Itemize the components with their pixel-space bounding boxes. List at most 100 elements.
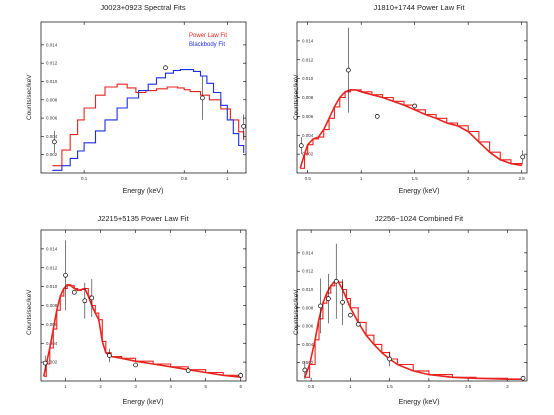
x-tick-label: 0.1 [81, 176, 88, 181]
series-line-1 [300, 89, 523, 169]
x-axis-label: Energy (keV) [122, 399, 164, 406]
data-point [374, 114, 380, 119]
y-tick-label: 0.002 [302, 360, 314, 365]
data-point [302, 367, 308, 373]
y-tick-label: 0.008 [46, 303, 58, 308]
series-line-1 [52, 69, 245, 171]
y-tick-label: 0.004 [46, 134, 58, 139]
data-point [133, 362, 138, 368]
x-tick-label: 0.5 [181, 176, 188, 181]
plot-frame [40, 21, 247, 174]
legend-power-law: Power Law Fit [189, 33, 228, 39]
legend-blackbody: Blackbody Fit [189, 42, 226, 48]
series-line-0 [299, 89, 522, 169]
data-point [42, 360, 48, 366]
data-point [326, 296, 331, 301]
y-tick-label: 0.012 [46, 265, 58, 270]
series-line-0 [43, 283, 241, 378]
data-point [412, 103, 418, 109]
data-point [163, 65, 168, 71]
data-point [333, 278, 339, 284]
data-point [520, 154, 526, 160]
y-tick-label: 0.008 [302, 305, 314, 310]
y-tick-label: 0.014 [302, 38, 314, 43]
chart-title: J2256−1024 Combined Fit [374, 214, 464, 223]
x-tick-label: 2 [99, 384, 102, 389]
y-tick-label: 0.012 [302, 57, 314, 62]
x-tick-label: 3 [506, 384, 509, 389]
y-tick-label: 0.010 [302, 287, 314, 292]
y-tick-label: 0.006 [46, 116, 58, 121]
data-point [387, 356, 392, 362]
data-point [355, 321, 361, 327]
data-point [52, 139, 57, 145]
y-tick-label: 0.004 [302, 133, 314, 138]
data-point [200, 95, 205, 101]
chart-title: J1810+1744 Power Law Fit [373, 3, 465, 12]
series-line-0 [52, 83, 245, 167]
x-tick-label: 1.5 [412, 176, 419, 181]
x-tick-label: 2 [428, 384, 431, 389]
x-tick-label: 6 [239, 384, 242, 389]
plot-frame [296, 21, 528, 174]
x-tick-label: 5 [204, 384, 207, 389]
chart-panel-j2256: J2256−1024 Combined Fit Counts/sec/keV 0… [277, 207, 554, 415]
plot-frame [40, 229, 247, 382]
y-tick-label: 0.004 [46, 341, 58, 346]
x-tick-label: 1.5 [386, 384, 393, 389]
data-point [89, 295, 95, 301]
y-tick-label: 0.012 [302, 269, 314, 274]
data-point [298, 143, 304, 148]
x-tick-label: 2 [467, 176, 470, 181]
y-tick-label: 0.010 [46, 79, 58, 84]
data-point [185, 368, 191, 373]
chart-svg: 0.1 0.5 1 0.002 0.004 0.006 0.008 0.010 0.012 0.0… [40, 21, 247, 181]
y-tick-label: 0.014 [46, 42, 58, 47]
x-tick-label: 1 [64, 384, 67, 389]
chart-panel-j0023: J0023+0923 Spectral Fits Counts/sec/keV … [0, 0, 277, 207]
data-point [520, 375, 526, 381]
data-point [340, 299, 345, 305]
x-tick-label: 0.5 [305, 176, 312, 181]
chart-svg: 0.5 1 1.5 2 2.50.0020.0040.0060.0080.0100.01… [296, 21, 528, 181]
x-axis-label: Energy (keV) [398, 188, 440, 195]
data-point [348, 312, 353, 318]
chart-svg: 0.5 1 1.5 2 2.5 3 0.002 0.004 0.006 0.008 0.010 0.0… [296, 229, 528, 389]
y-tick-label: 0.012 [46, 61, 58, 66]
chart-panel-j1810: J1810+1744 Power Law Fit Counts/sec/keV … [277, 0, 554, 207]
y-tick-label: 0.004 [302, 342, 314, 347]
y-tick-label: 0.014 [302, 250, 314, 255]
data-point [106, 353, 112, 358]
x-tick-label: 4 [169, 384, 172, 389]
series-line-1 [304, 280, 524, 380]
data-point [241, 123, 247, 129]
data-point [63, 272, 68, 278]
chart-svg: 1 2 3 4 5 6 0.002 0.004 0.006 0.008 0.010 0.012 0.01… [40, 229, 247, 389]
y-tick-label: 0.014 [46, 246, 58, 251]
series-line-0 [304, 280, 524, 380]
x-tick-label: 2.5 [519, 176, 526, 181]
y-tick-label: 0.006 [46, 322, 58, 327]
data-point [345, 67, 351, 73]
data-point [71, 289, 77, 295]
y-tick-label: 0.002 [46, 360, 58, 365]
y-tick-label: 0.006 [302, 114, 314, 119]
x-tick-label: 2.5 [465, 384, 472, 389]
data-point [82, 298, 88, 304]
x-tick-label: 1 [360, 176, 363, 181]
data-point [318, 303, 323, 309]
series-line-1 [43, 284, 242, 378]
x-axis-label: Energy (keV) [398, 399, 440, 406]
chart-title: J2215+5135 Power Law Fit [97, 214, 189, 223]
y-tick-label: 0.008 [46, 97, 58, 102]
y-tick-label: 0.008 [302, 95, 314, 100]
chart-title: J0023+0923 Spectral Fits [100, 3, 186, 12]
chart-panel-j2215: J2215+5135 Power Law Fit Counts/sec/keV … [0, 207, 277, 415]
x-tick-label: 0.5 [308, 384, 315, 389]
x-axis-label: Energy (keV) [122, 188, 164, 195]
y-tick-label: 0.002 [46, 152, 58, 157]
y-tick-label: 0.010 [302, 76, 314, 81]
y-tick-label: 0.010 [46, 284, 58, 289]
y-tick-label: 0.006 [302, 324, 314, 329]
data-point [238, 372, 244, 378]
